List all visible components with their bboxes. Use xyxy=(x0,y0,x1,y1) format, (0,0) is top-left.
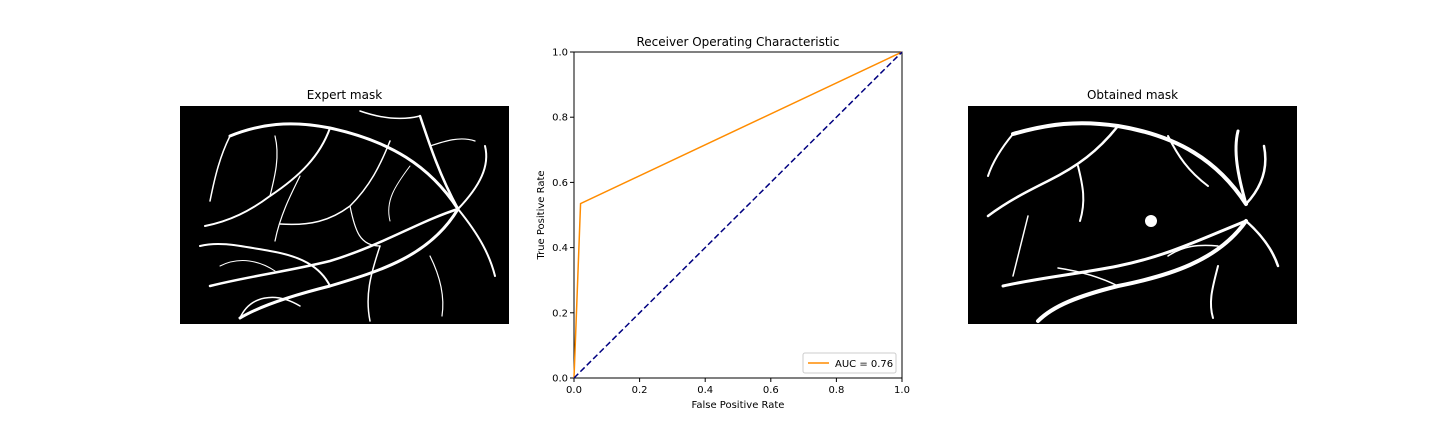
y-tick-label: 0.2 xyxy=(552,308,568,319)
series-layer xyxy=(573,51,903,379)
y-axis-label: True Positive Rate xyxy=(536,170,547,260)
x-tick-label: 0.2 xyxy=(632,385,648,396)
legend: AUC = 0.76 xyxy=(802,352,897,374)
x-tick-label: 0.8 xyxy=(828,385,844,396)
x-axis-label: False Positive Rate xyxy=(692,400,785,411)
y-tick-label: 0.8 xyxy=(552,113,568,124)
y-axis-ticks: 0.0 0.2 0.4 0.6 0.8 1.0 xyxy=(552,48,574,385)
legend-box xyxy=(802,352,897,374)
chart-title: Receiver Operating Characteristic xyxy=(636,35,839,49)
y-tick-label: 0.0 xyxy=(552,374,568,385)
x-tick-label: 0.0 xyxy=(566,385,582,396)
expert-mask-image xyxy=(180,106,509,324)
y-tick-label: 0.6 xyxy=(552,178,568,189)
obtained-mask-image xyxy=(968,106,1297,324)
x-tick-label: 1.0 xyxy=(894,385,910,396)
expert-mask-title: Expert mask xyxy=(306,88,383,102)
obtained-mask-title: Obtained mask xyxy=(1086,88,1179,102)
roc-curve-line xyxy=(573,51,903,379)
x-tick-label: 0.4 xyxy=(697,385,713,396)
x-axis-ticks: 0.0 0.2 0.4 0.6 0.8 1.0 xyxy=(566,378,910,396)
plot-frame xyxy=(573,51,903,379)
legend-label-auc: AUC = 0.76 xyxy=(835,359,893,370)
chance-diagonal-line xyxy=(573,51,903,379)
x-tick-label: 0.6 xyxy=(763,385,779,396)
y-tick-label: 1.0 xyxy=(552,48,568,59)
y-tick-label: 0.4 xyxy=(552,243,568,254)
